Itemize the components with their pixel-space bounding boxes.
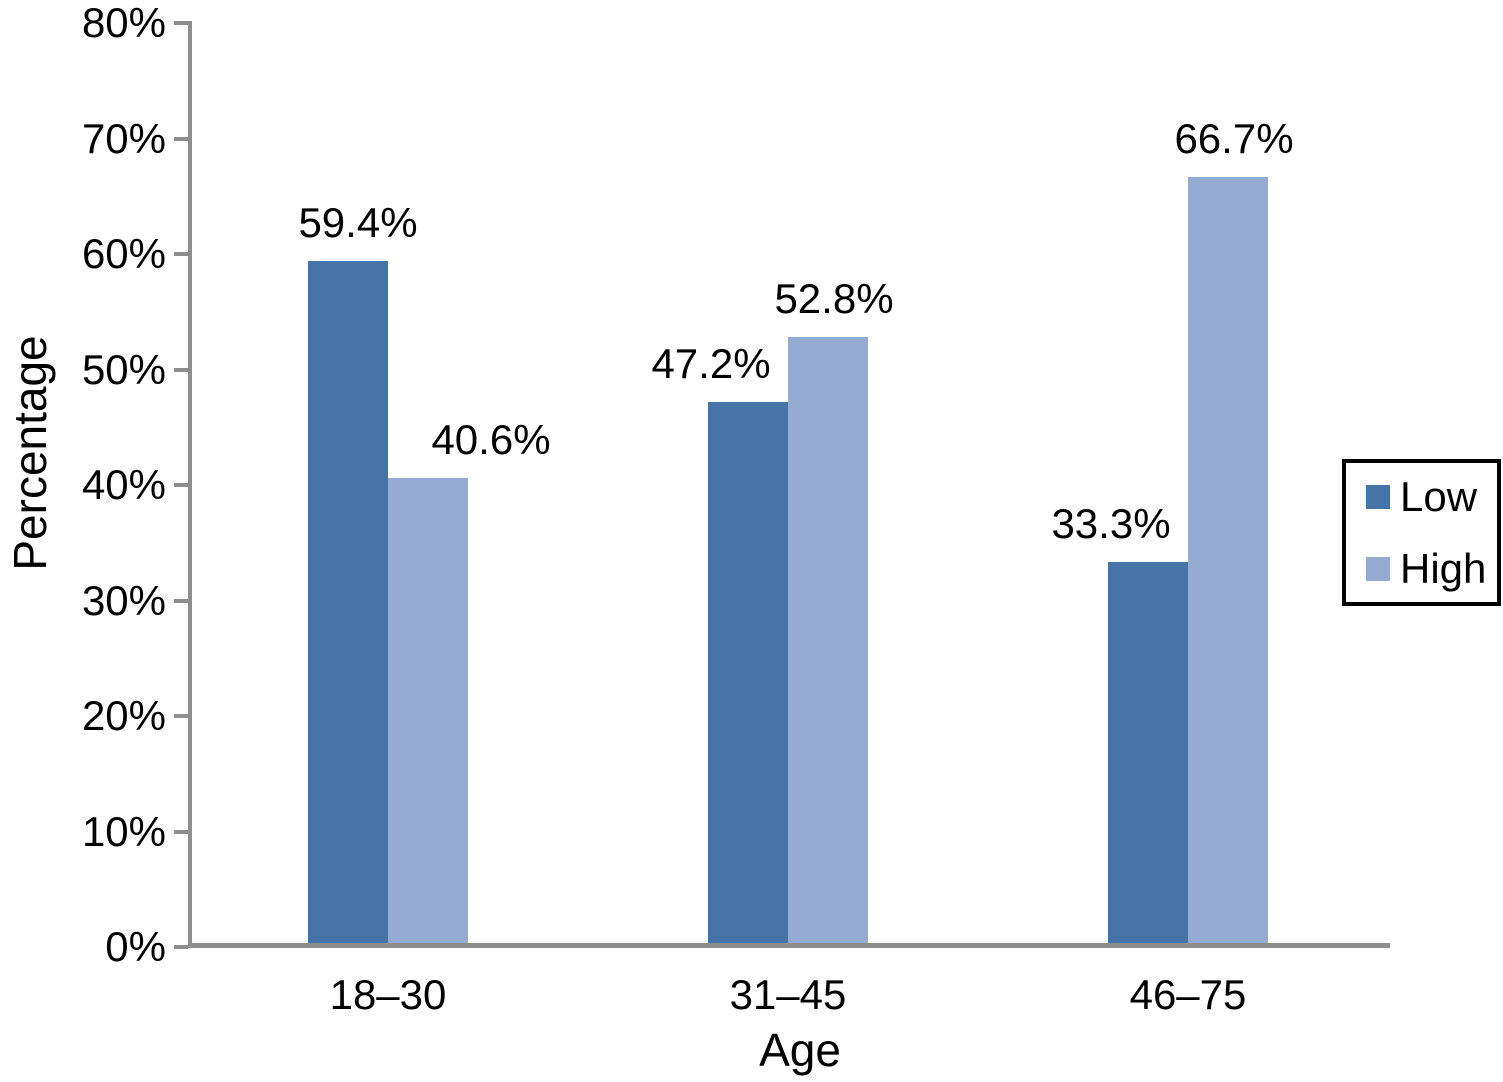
legend-item-high: High	[1366, 544, 1497, 592]
high-series-swatch-icon	[1366, 556, 1390, 581]
legend-label-low: Low	[1400, 472, 1478, 520]
bar-value-label: 40.6%	[431, 416, 551, 464]
legend-item-low: Low	[1366, 472, 1497, 520]
y-axis-tick	[174, 945, 188, 949]
y-tick-label: 0%	[105, 923, 166, 970]
y-axis-line	[188, 21, 192, 948]
bar-value-label: 66.7%	[1174, 114, 1294, 162]
y-tick-label: 10%	[81, 807, 166, 855]
y-axis-tick	[174, 21, 188, 25]
low-series-swatch-icon	[1366, 484, 1390, 509]
bar-low-2	[1108, 562, 1188, 947]
y-axis-tick	[174, 598, 188, 603]
x-axis-line	[188, 943, 1390, 948]
y-tick-label: 30%	[81, 576, 166, 624]
x-tick-label: 46–75	[1129, 971, 1247, 1018]
y-axis-tick	[174, 136, 188, 141]
x-axis-title: Age	[759, 1024, 841, 1076]
x-tick-label: 18–30	[329, 971, 447, 1018]
legend: Low High	[1342, 459, 1501, 606]
y-axis-tick	[174, 483, 188, 487]
y-axis-tick	[174, 252, 188, 256]
legend-label-high: High	[1400, 544, 1487, 592]
y-tick-label: 80%	[81, 0, 166, 46]
bar-high-1	[788, 337, 868, 947]
y-tick-label: 70%	[81, 114, 166, 162]
y-axis-tick	[174, 714, 188, 718]
y-axis-tick	[174, 829, 188, 834]
bar-low-1	[708, 401, 788, 947]
x-tick-label: 31–45	[729, 971, 847, 1018]
bar-value-label: 59.4%	[298, 198, 418, 246]
y-axis-tick	[174, 367, 188, 372]
y-tick-label: 60%	[81, 230, 166, 277]
bar-high-2	[1188, 176, 1268, 947]
bar-value-label: 47.2%	[651, 339, 771, 387]
bar-value-label: 52.8%	[774, 275, 894, 323]
y-tick-label: 40%	[81, 461, 166, 508]
y-tick-label: 50%	[81, 345, 166, 393]
y-tick-label: 20%	[81, 692, 166, 739]
bar-value-label: 33.3%	[1051, 500, 1171, 548]
bar-low-0	[308, 260, 388, 947]
bar-high-0	[388, 478, 468, 947]
